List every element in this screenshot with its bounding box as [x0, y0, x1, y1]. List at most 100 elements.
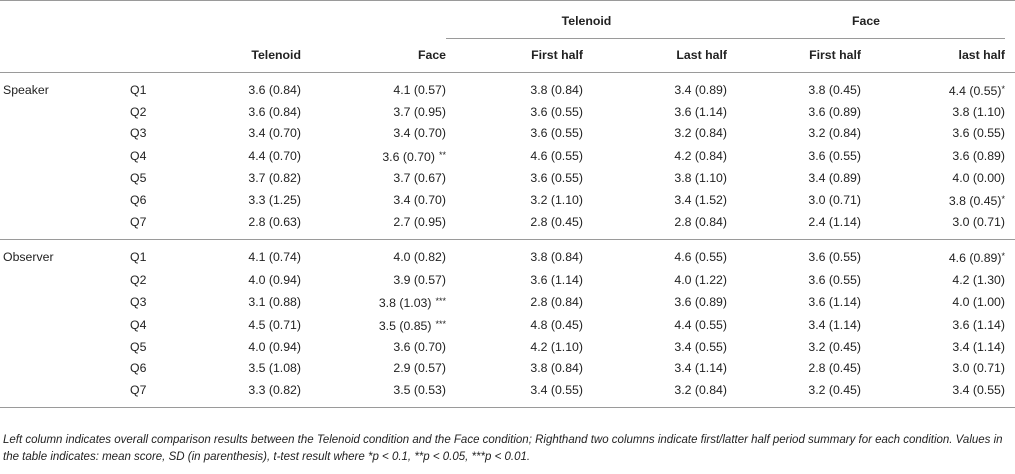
significance-marker: * — [1001, 194, 1005, 205]
cell-telenoid: 4.0 (0.94) — [190, 337, 301, 358]
results-table: Telenoid Face Telenoid Face First half L… — [0, 0, 1015, 409]
cell-face: 3.6 (0.70) — [301, 337, 446, 358]
question-label: Q4 — [130, 318, 147, 333]
cell-value: 4.4 (0.55) — [674, 318, 727, 333]
cell-face-last-half: 3.6 (0.55) — [861, 123, 1005, 144]
cell-value: 3.6 (0.84) — [248, 83, 301, 97]
cell-telenoid-first-half: 3.6 (1.14) — [446, 270, 583, 291]
significance-marker: *** — [435, 319, 446, 330]
table-row: Q7 2.8 (0.63) 2.7 (0.95) 2.8 (0.45) 2.8 (0.8… — [0, 212, 1015, 240]
cell-value: 3.4 (0.70) — [393, 193, 446, 208]
cell-face-last-half: 3.4 (0.55) — [861, 380, 1005, 408]
cell-value: 3.8 (1.10) — [674, 170, 727, 185]
cell-value: 3.6 (0.55) — [952, 126, 1005, 141]
cell-face: 3.8 (1.03) *** — [301, 291, 446, 314]
cell-face: 3.5 (0.85) *** — [301, 314, 446, 337]
cell-telenoid-first-half: 3.8 (0.84) — [446, 72, 583, 103]
cell-face-last-half: 4.4 (0.55)* — [861, 72, 1005, 103]
cell-telenoid-last-half: 4.6 (0.55) — [583, 239, 727, 270]
table-bottom-rule — [0, 406, 1015, 409]
cell-value: 3.6 (0.55) — [808, 272, 861, 287]
cell-value: 3.6 (0.70) — [382, 149, 435, 164]
cell-value: 2.9 (0.57) — [393, 361, 446, 376]
cell-telenoid: 2.8 (0.63) — [190, 212, 301, 240]
cell-value: 4.0 (1.22) — [674, 272, 727, 287]
cell-value: 3.6 (0.89) — [952, 148, 1005, 163]
cell-telenoid-first-half: 3.2 (1.10) — [446, 189, 583, 212]
cell-telenoid-last-half: 3.4 (1.52) — [583, 189, 727, 212]
cell-face: 2.9 (0.57) — [301, 358, 446, 379]
cell-telenoid-last-half: 3.4 (0.89) — [583, 72, 727, 103]
significance-marker: * — [1001, 251, 1005, 262]
cell-face-last-half: 3.4 (1.14) — [861, 337, 1005, 358]
cell-face-first-half: 3.6 (1.14) — [727, 291, 861, 314]
question-label: Q5 — [130, 340, 147, 355]
section-label: Speaker — [0, 72, 130, 103]
cell-telenoid-last-half: 2.8 (0.84) — [583, 212, 727, 240]
cell-face: 4.1 (0.57) — [301, 72, 446, 103]
cell-face-last-half: 3.8 (0.45)* — [861, 189, 1005, 212]
cell-telenoid-first-half: 4.2 (1.10) — [446, 337, 583, 358]
question-label: Q1 — [130, 72, 190, 103]
cell-value: 3.8 (0.45) — [948, 194, 1002, 209]
cell-face-first-half: 3.0 (0.71) — [727, 189, 861, 212]
cell-value: 3.6 (0.89) — [808, 105, 861, 120]
cell-telenoid-last-half: 3.4 (1.14) — [583, 358, 727, 379]
cell-value: 3.6 (0.55) — [530, 105, 583, 120]
cell-value: 3.9 (0.57) — [393, 272, 446, 287]
section-label: Observer — [0, 239, 130, 270]
cell-telenoid: 4.5 (0.71) — [190, 314, 301, 337]
cell-value: 3.6 (0.89) — [674, 294, 727, 309]
question-label: Q3 — [130, 294, 147, 309]
question-label: Q6 — [130, 361, 147, 376]
question-label: Q5 — [130, 170, 147, 185]
cell-value: 4.6 (0.89) — [948, 251, 1002, 266]
question-label: Q3 — [130, 126, 147, 141]
cell-value: 3.4 (0.89) — [808, 170, 861, 185]
cell-value: 3.5 (0.53) — [393, 382, 446, 397]
cell-value: 4.4 (0.55) — [948, 84, 1002, 98]
table-row: Speaker Q1 3.6 (0.84) 4.1 (0.57) 3.8 (0.84) 3… — [0, 72, 1015, 103]
cell-face-first-half: 3.4 (0.89) — [727, 168, 861, 189]
cell-value: 3.4 (0.55) — [674, 340, 727, 355]
cell-telenoid: 4.1 (0.74) — [190, 239, 301, 270]
cell-value: 4.0 (0.00) — [952, 170, 1005, 185]
question-label: Q6 — [130, 193, 147, 208]
cell-telenoid: 3.6 (0.84) — [190, 72, 301, 103]
cell-value: 2.4 (1.14) — [808, 215, 861, 230]
table-footnote: Left column indicates overall comparison… — [3, 434, 1003, 463]
cell-face: 3.4 (0.70) — [301, 123, 446, 144]
cell-value: 3.1 (0.88) — [248, 294, 301, 309]
cell-face-last-half: 3.0 (0.71) — [861, 212, 1005, 240]
cell-value: 3.5 (1.08) — [248, 361, 301, 376]
cell-value: 3.6 (1.14) — [530, 272, 583, 287]
cell-value: 3.0 (0.71) — [952, 215, 1005, 230]
group-header-face: Face — [727, 0, 1005, 39]
cell-value: 4.6 (0.55) — [674, 250, 727, 265]
cell-telenoid: 3.3 (1.25) — [190, 189, 301, 212]
cell-face-last-half: 3.0 (0.71) — [861, 358, 1005, 379]
cell-face-last-half: 4.2 (1.30) — [861, 270, 1005, 291]
cell-value: 4.0 (0.82) — [393, 250, 446, 265]
cell-value: 4.8 (0.45) — [530, 318, 583, 333]
cell-value: 3.4 (0.55) — [530, 382, 583, 397]
cell-value: 3.6 (0.84) — [248, 105, 301, 120]
cell-value: 3.4 (1.14) — [808, 318, 861, 333]
cell-telenoid-last-half: 3.6 (1.14) — [583, 102, 727, 123]
cell-face: 3.4 (0.70) — [301, 189, 446, 212]
table-row: Q7 3.3 (0.82) 3.5 (0.53) 3.4 (0.55) 3.2 (0.8… — [0, 380, 1015, 408]
question-label: Q7 — [130, 215, 147, 230]
cell-value: 3.2 (0.45) — [808, 382, 861, 397]
cell-face: 3.9 (0.57) — [301, 270, 446, 291]
cell-face-last-half: 3.6 (0.89) — [861, 145, 1005, 168]
cell-face: 3.6 (0.70) ** — [301, 145, 446, 168]
cell-value: 3.6 (1.14) — [808, 294, 861, 309]
cell-telenoid-first-half: 2.8 (0.45) — [446, 212, 583, 240]
table-body: Speaker Q1 3.6 (0.84) 4.1 (0.57) 3.8 (0.84) 3… — [0, 72, 1015, 409]
cell-value: 4.4 (0.70) — [248, 148, 301, 163]
cell-telenoid: 3.6 (0.84) — [190, 102, 301, 123]
cell-value: 3.6 (0.55) — [808, 148, 861, 163]
cell-value: 3.3 (1.25) — [248, 193, 301, 208]
col-header-face-last-half: last half — [958, 48, 1005, 62]
cell-telenoid: 3.1 (0.88) — [190, 291, 301, 314]
